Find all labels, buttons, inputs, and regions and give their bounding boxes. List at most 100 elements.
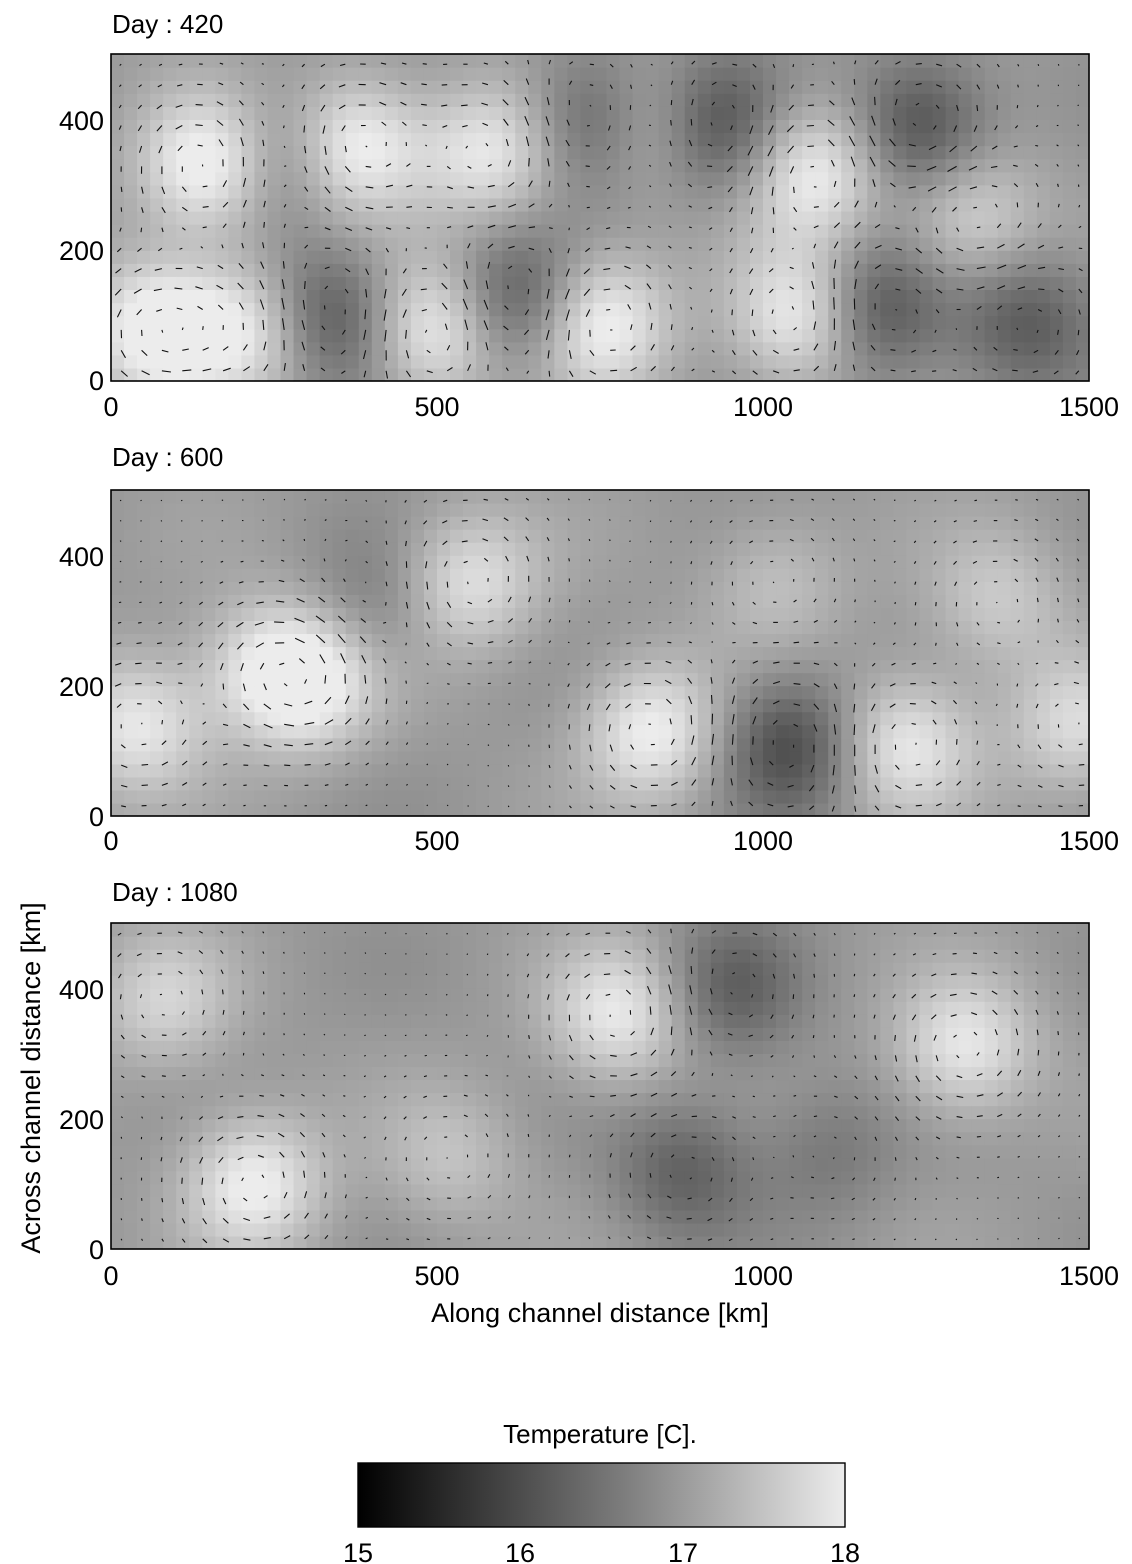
temperature-cell: [723, 210, 738, 225]
temperature-cell: [867, 67, 881, 81]
velocity-arrow: [953, 348, 957, 351]
temperature-cell: [1036, 672, 1051, 687]
velocity-arrow: [263, 221, 265, 228]
temperature-cell: [1049, 367, 1064, 382]
temperature-cell: [619, 119, 634, 134]
temperature-cell: [280, 171, 295, 186]
temperature-cell: [1062, 620, 1077, 635]
temperature-cell: [997, 367, 1012, 382]
temperature-cell: [1049, 542, 1064, 556]
temperature-cell: [228, 516, 242, 530]
temperature-cell: [319, 132, 334, 147]
temperature-cell: [606, 776, 621, 791]
velocity-arrow: [487, 744, 490, 747]
temperature-cell: [476, 581, 490, 595]
velocity-arrow: [670, 119, 672, 126]
temperature-cell: [984, 529, 999, 543]
temperature-cell: [893, 685, 908, 700]
temperature-cell: [671, 633, 686, 648]
temperature-cell: [293, 171, 308, 186]
temperature-cell: [697, 542, 712, 556]
temperature-cell: [450, 659, 464, 674]
temperature-cell: [137, 367, 151, 382]
temperature-cell: [345, 802, 360, 817]
temperature-cell: [345, 289, 360, 304]
temperature-cell: [580, 250, 595, 264]
temperature-cell: [789, 711, 803, 726]
temperature-cell: [111, 620, 125, 635]
temperature-cell: [150, 289, 164, 304]
temperature-cell: [515, 581, 529, 595]
temperature-cell: [267, 315, 282, 330]
temperature-cell: [1010, 802, 1025, 817]
temperature-cell: [749, 490, 764, 504]
velocity-arrow: [365, 227, 373, 231]
temperature-cell: [150, 568, 164, 582]
temperature-cell: [241, 197, 256, 212]
temperature-cell: [958, 607, 973, 621]
temperature-cell: [528, 106, 542, 120]
temperature-cell: [1075, 568, 1090, 582]
temperature-cell: [528, 80, 542, 94]
velocity-arrow: [507, 596, 512, 603]
temperature-cell: [306, 646, 321, 661]
temperature-cell: [463, 737, 477, 752]
temperature-cell: [1010, 490, 1025, 504]
velocity-arrow: [707, 143, 713, 147]
velocity-arrow: [648, 205, 652, 208]
temperature-cell: [567, 341, 582, 356]
temperature-cell: [554, 633, 568, 648]
temperature-cell: [632, 711, 647, 726]
temperature-cell: [841, 620, 855, 635]
temperature-cell: [763, 607, 777, 621]
temperature-cell: [632, 367, 647, 382]
temperature-cell: [384, 581, 399, 595]
temperature-cell: [358, 315, 373, 330]
temperature-cell: [789, 607, 803, 621]
velocity-arrow: [624, 265, 631, 270]
temperature-cell: [645, 672, 660, 687]
velocity-arrow: [243, 804, 246, 807]
velocity-arrow: [507, 805, 510, 808]
temperature-cell: [463, 328, 477, 343]
temperature-cell: [867, 171, 881, 186]
temperature-cell: [776, 607, 790, 621]
temperature-cell: [137, 289, 151, 304]
temperature-cell: [697, 646, 712, 661]
temperature-cell: [1062, 724, 1077, 739]
temperature-cell: [450, 555, 464, 569]
temperature-cell: [763, 633, 777, 648]
temperature-cell: [945, 302, 960, 317]
temperature-cell: [319, 171, 334, 186]
temperature-cell: [815, 581, 829, 595]
temperature-cell: [763, 263, 777, 277]
temperature-cell: [489, 594, 503, 608]
temperature-cell: [710, 516, 725, 530]
velocity-arrow: [447, 206, 453, 209]
temperature-cell: [1036, 184, 1051, 199]
temperature-cell: [515, 197, 529, 212]
temperature-cell: [932, 276, 947, 291]
temperature-cell: [997, 724, 1012, 739]
temperature-cell: [150, 750, 164, 765]
temperature-cell: [254, 594, 269, 608]
temperature-cell: [280, 210, 295, 225]
temperature-cell: [515, 67, 529, 81]
temperature-cell: [163, 80, 177, 94]
temperature-cell: [763, 184, 777, 199]
temperature-cell: [176, 555, 190, 569]
velocity-arrow: [284, 165, 287, 167]
temperature-cell: [867, 367, 881, 382]
temperature-cell: [684, 289, 699, 304]
temperature-cell: [606, 802, 621, 817]
panel-1-temperature-field: [111, 54, 1090, 382]
temperature-cell: [984, 763, 999, 778]
velocity-arrow: [548, 805, 551, 808]
temperature-cell: [671, 737, 686, 752]
velocity-arrow: [589, 63, 594, 66]
temperature-cell: [658, 542, 673, 556]
temperature-cell: [450, 776, 464, 791]
temperature-cell: [723, 158, 738, 173]
temperature-cell: [619, 250, 634, 264]
velocity-arrow: [997, 243, 1005, 249]
